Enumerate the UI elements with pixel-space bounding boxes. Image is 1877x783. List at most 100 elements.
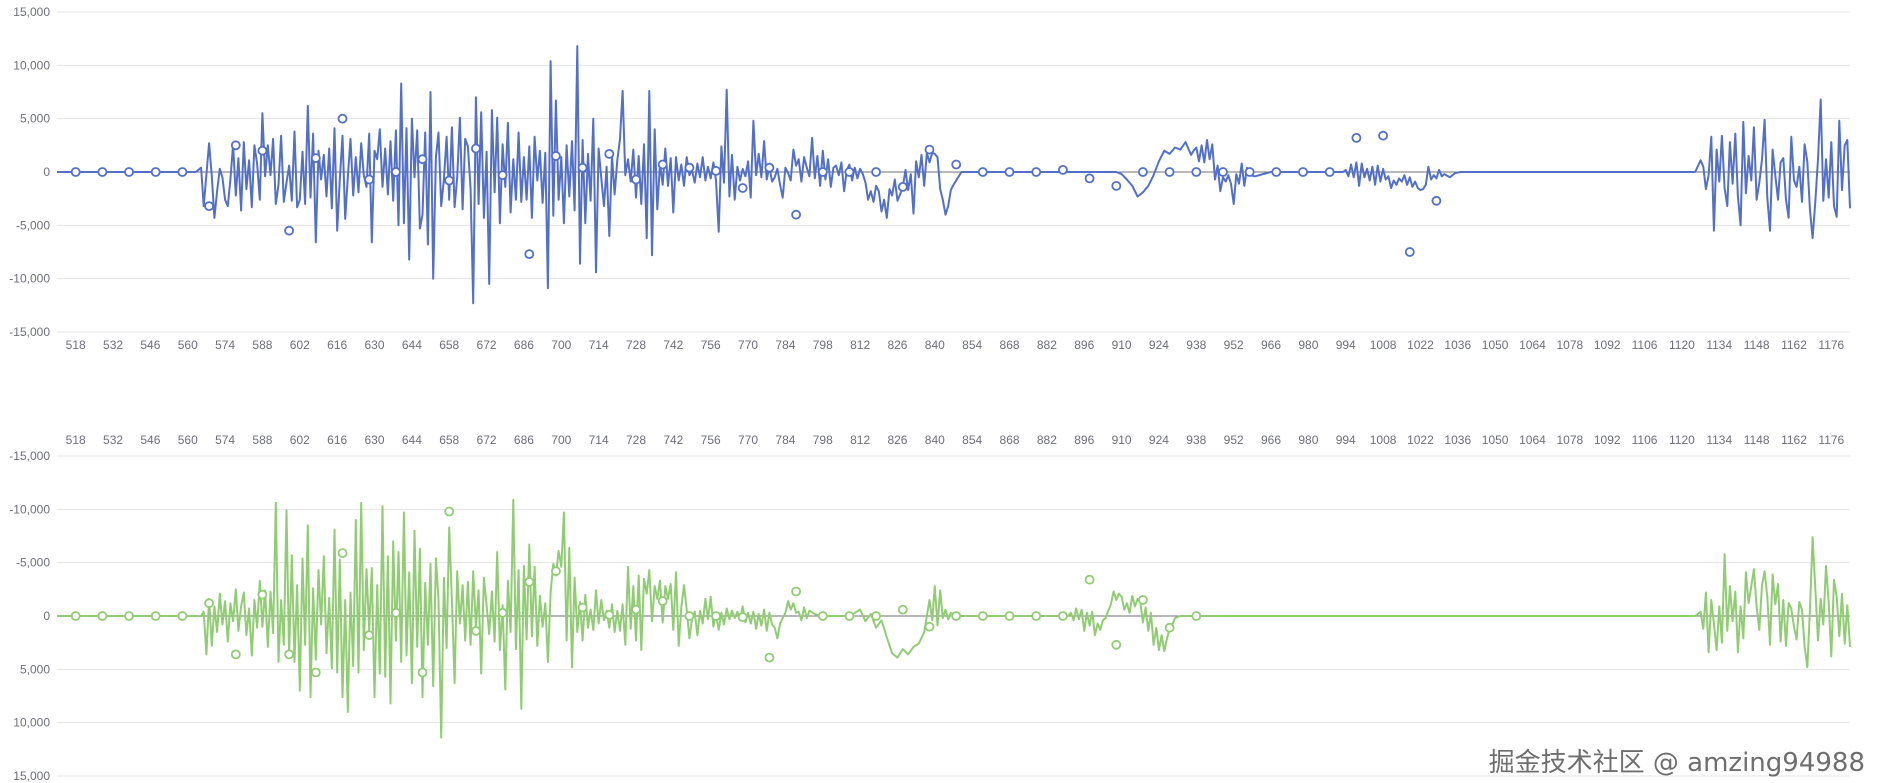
x-tick-label: 924 xyxy=(1149,338,1169,352)
data-point-marker xyxy=(417,154,428,165)
y-tick-label: 15,000 xyxy=(13,5,50,19)
x-tick-label: 784 xyxy=(775,433,795,447)
x-tick-label: 882 xyxy=(1037,433,1057,447)
x-tick-label: 756 xyxy=(701,338,721,352)
x-tick-label: 896 xyxy=(1074,433,1094,447)
x-tick-label: 532 xyxy=(103,433,123,447)
x-tick-label: 868 xyxy=(1000,433,1020,447)
data-point-marker xyxy=(924,144,935,155)
data-point-marker xyxy=(1058,164,1068,175)
data-point-marker xyxy=(1271,167,1282,177)
data-point-marker xyxy=(470,143,481,154)
data-point-marker xyxy=(1404,247,1415,257)
data-point-marker xyxy=(791,586,801,597)
x-tick-label: 966 xyxy=(1261,338,1281,352)
x-tick-label: 1036 xyxy=(1444,338,1471,352)
data-point-marker xyxy=(684,611,695,621)
x-tick-label: 1134 xyxy=(1706,433,1732,447)
data-point-marker xyxy=(631,604,641,615)
y-tick-label: 0 xyxy=(43,165,50,179)
y-tick-label: -10,000 xyxy=(9,272,50,286)
data-point-marker xyxy=(1031,611,1042,621)
data-point-marker xyxy=(524,577,535,587)
x-tick-label: 1050 xyxy=(1482,338,1509,352)
x-tick-label: 910 xyxy=(1112,338,1132,352)
x-tick-label: 826 xyxy=(887,338,907,352)
data-point-marker xyxy=(631,174,641,185)
x-tick-label: 1106 xyxy=(1632,433,1658,447)
y-tick-label: 15,000 xyxy=(13,769,50,783)
data-point-marker xyxy=(390,607,401,618)
data-point-marker xyxy=(1058,611,1068,621)
y-tick-label: 0 xyxy=(43,609,50,623)
data-point-marker xyxy=(817,611,828,621)
data-point-marker xyxy=(497,607,508,618)
y-tick-label: 5,000 xyxy=(20,662,50,676)
data-point-marker xyxy=(417,667,428,678)
x-tick-label: 840 xyxy=(925,338,945,352)
x-tick-label: 686 xyxy=(514,338,534,352)
x-tick-label: 518 xyxy=(66,338,86,352)
x-tick-label: 826 xyxy=(887,433,907,447)
data-point-marker xyxy=(1164,622,1175,633)
x-tick-label: 658 xyxy=(439,433,459,447)
x-tick-label: 1120 xyxy=(1669,433,1695,447)
y-tick-label: -5,000 xyxy=(16,218,50,232)
x-tick-label: 952 xyxy=(1224,338,1244,352)
data-point-marker xyxy=(657,159,668,170)
data-point-marker xyxy=(444,506,455,517)
x-tick-label: 616 xyxy=(327,433,347,447)
x-tick-label: 518 xyxy=(66,433,86,447)
data-point-marker xyxy=(844,611,855,621)
x-tick-label: 588 xyxy=(252,433,272,447)
x-tick-label: 1008 xyxy=(1370,433,1397,447)
data-point-marker xyxy=(257,145,268,156)
x-tick-label: 602 xyxy=(290,433,310,447)
x-tick-label: 700 xyxy=(551,433,571,447)
x-tick-label: 616 xyxy=(327,338,347,352)
x-tick-label: 574 xyxy=(215,338,235,352)
x-tick-label: 952 xyxy=(1224,433,1244,447)
data-point-marker xyxy=(951,611,962,621)
y-tick-label: 5,000 xyxy=(20,112,50,126)
data-point-marker xyxy=(791,209,801,220)
data-point-marker xyxy=(310,153,321,164)
x-tick-label: 686 xyxy=(514,433,534,447)
data-point-marker xyxy=(1138,167,1148,177)
x-tick-label: 1106 xyxy=(1632,338,1658,352)
x-tick-label: 938 xyxy=(1186,338,1206,352)
data-point-marker xyxy=(70,167,81,177)
data-point-marker xyxy=(364,630,375,641)
data-point-marker xyxy=(444,175,455,186)
data-point-marker xyxy=(551,151,561,161)
x-tick-label: 1162 xyxy=(1781,433,1807,447)
x-tick-label: 546 xyxy=(140,433,160,447)
data-point-marker xyxy=(1004,611,1015,621)
x-tick-label: 1008 xyxy=(1370,338,1397,352)
x-tick-label: 868 xyxy=(1000,338,1020,352)
x-tick-label: 630 xyxy=(364,433,384,447)
data-point-marker xyxy=(284,649,295,660)
data-point-marker xyxy=(177,167,188,177)
x-tick-label: 714 xyxy=(589,338,609,352)
x-tick-label: 770 xyxy=(738,433,758,447)
data-point-marker xyxy=(230,649,241,660)
data-point-marker xyxy=(1378,130,1388,141)
data-point-marker xyxy=(1111,639,1122,650)
data-point-marker xyxy=(497,170,508,181)
x-tick-label: 784 xyxy=(775,338,795,352)
x-tick-label: 1078 xyxy=(1556,433,1583,447)
watermark-text: 掘金技术社区 @ amzing94988 xyxy=(1488,748,1865,778)
x-tick-label: 700 xyxy=(551,338,571,352)
x-tick-label: 882 xyxy=(1037,338,1057,352)
data-point-marker xyxy=(844,167,855,177)
data-point-marker xyxy=(977,167,988,177)
y-tick-label: 10,000 xyxy=(13,58,50,72)
x-tick-label: 756 xyxy=(701,433,721,447)
data-point-marker xyxy=(230,140,241,151)
data-point-marker xyxy=(204,598,215,609)
x-tick-label: 1176 xyxy=(1818,433,1844,447)
data-point-marker xyxy=(551,566,561,577)
data-point-marker xyxy=(1138,595,1148,605)
series-line xyxy=(57,45,1851,305)
